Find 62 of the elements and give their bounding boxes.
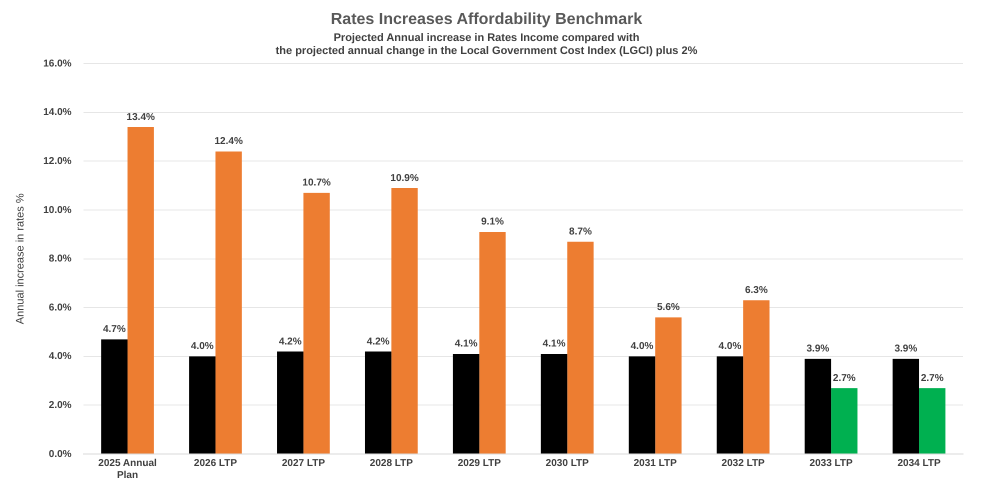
bar xyxy=(452,354,480,454)
data-label: 12.4% xyxy=(214,136,243,148)
data-label: 4.1% xyxy=(454,338,478,350)
bar xyxy=(189,356,216,454)
y-tick-label: 16.0% xyxy=(43,58,72,70)
bar xyxy=(716,356,744,454)
data-label: 10.9% xyxy=(390,172,419,184)
data-label: 3.9% xyxy=(806,344,830,355)
y-axis-title: Annual increase in rates % xyxy=(14,193,27,324)
chart-subtitle: Projected Annual increase in Rates Income compared with the projected annual change in the Local Government Cost Index (LGCI) plus 2% xyxy=(276,32,698,58)
x-tick-label: 2031 LTP xyxy=(634,458,678,469)
data-label: 4.2% xyxy=(278,336,302,348)
bar xyxy=(655,317,682,454)
bar xyxy=(364,352,392,454)
x-tick-label: 2030 LTP xyxy=(546,458,590,469)
y-tick-label: 4.0% xyxy=(48,351,72,362)
bar xyxy=(628,356,656,454)
y-tick-label: 8.0% xyxy=(48,254,72,265)
bar xyxy=(892,358,920,454)
y-tick-label: 2.0% xyxy=(48,400,72,411)
data-label: 4.7% xyxy=(102,324,126,336)
data-label: 3.9% xyxy=(894,344,918,355)
bar xyxy=(540,354,568,454)
x-tick-label: 2029 LTP xyxy=(458,458,502,469)
x-tick-label: 2025 Annual Plan xyxy=(98,458,158,481)
x-tick-label: 2028 LTP xyxy=(370,458,414,469)
x-tick-label: 2027 LTP xyxy=(282,458,326,469)
bar xyxy=(101,339,128,454)
bar xyxy=(303,192,330,454)
bar xyxy=(567,242,594,454)
data-label: 4.0% xyxy=(630,341,654,352)
bar xyxy=(277,352,304,454)
y-tick-label: 0.0% xyxy=(48,448,72,460)
bar xyxy=(831,388,858,454)
data-label: 6.3% xyxy=(744,285,768,296)
y-tick-label: 6.0% xyxy=(48,302,72,314)
chart-title: Rates Increases Affordability Benchmark xyxy=(330,11,642,28)
data-label: 4.1% xyxy=(542,338,566,350)
y-tick-label: 12.0% xyxy=(43,156,72,167)
data-label: 9.1% xyxy=(481,216,504,228)
bar xyxy=(804,358,832,454)
data-label: 13.4% xyxy=(126,112,155,123)
data-label: 4.0% xyxy=(718,341,742,352)
y-tick-label: 14.0% xyxy=(43,107,72,118)
bar xyxy=(919,388,946,454)
data-label: 10.7% xyxy=(302,178,331,189)
data-label: 4.0% xyxy=(190,341,214,352)
bar xyxy=(743,300,770,454)
y-tick-label: 10.0% xyxy=(43,204,72,216)
x-tick-label: 2033 LTP xyxy=(809,458,853,469)
bar xyxy=(479,232,506,454)
x-tick-label: 2034 LTP xyxy=(897,458,941,469)
data-label: 2.7% xyxy=(832,372,856,384)
bar xyxy=(215,151,242,454)
x-tick-label: 2026 LTP xyxy=(194,458,238,469)
bar xyxy=(128,127,154,454)
bar xyxy=(391,188,418,454)
data-label: 5.6% xyxy=(656,302,680,314)
data-label: 2.7% xyxy=(920,372,944,384)
x-tick-label: 2032 LTP xyxy=(722,458,766,469)
data-label: 8.7% xyxy=(569,226,592,238)
data-label: 4.2% xyxy=(366,336,390,348)
